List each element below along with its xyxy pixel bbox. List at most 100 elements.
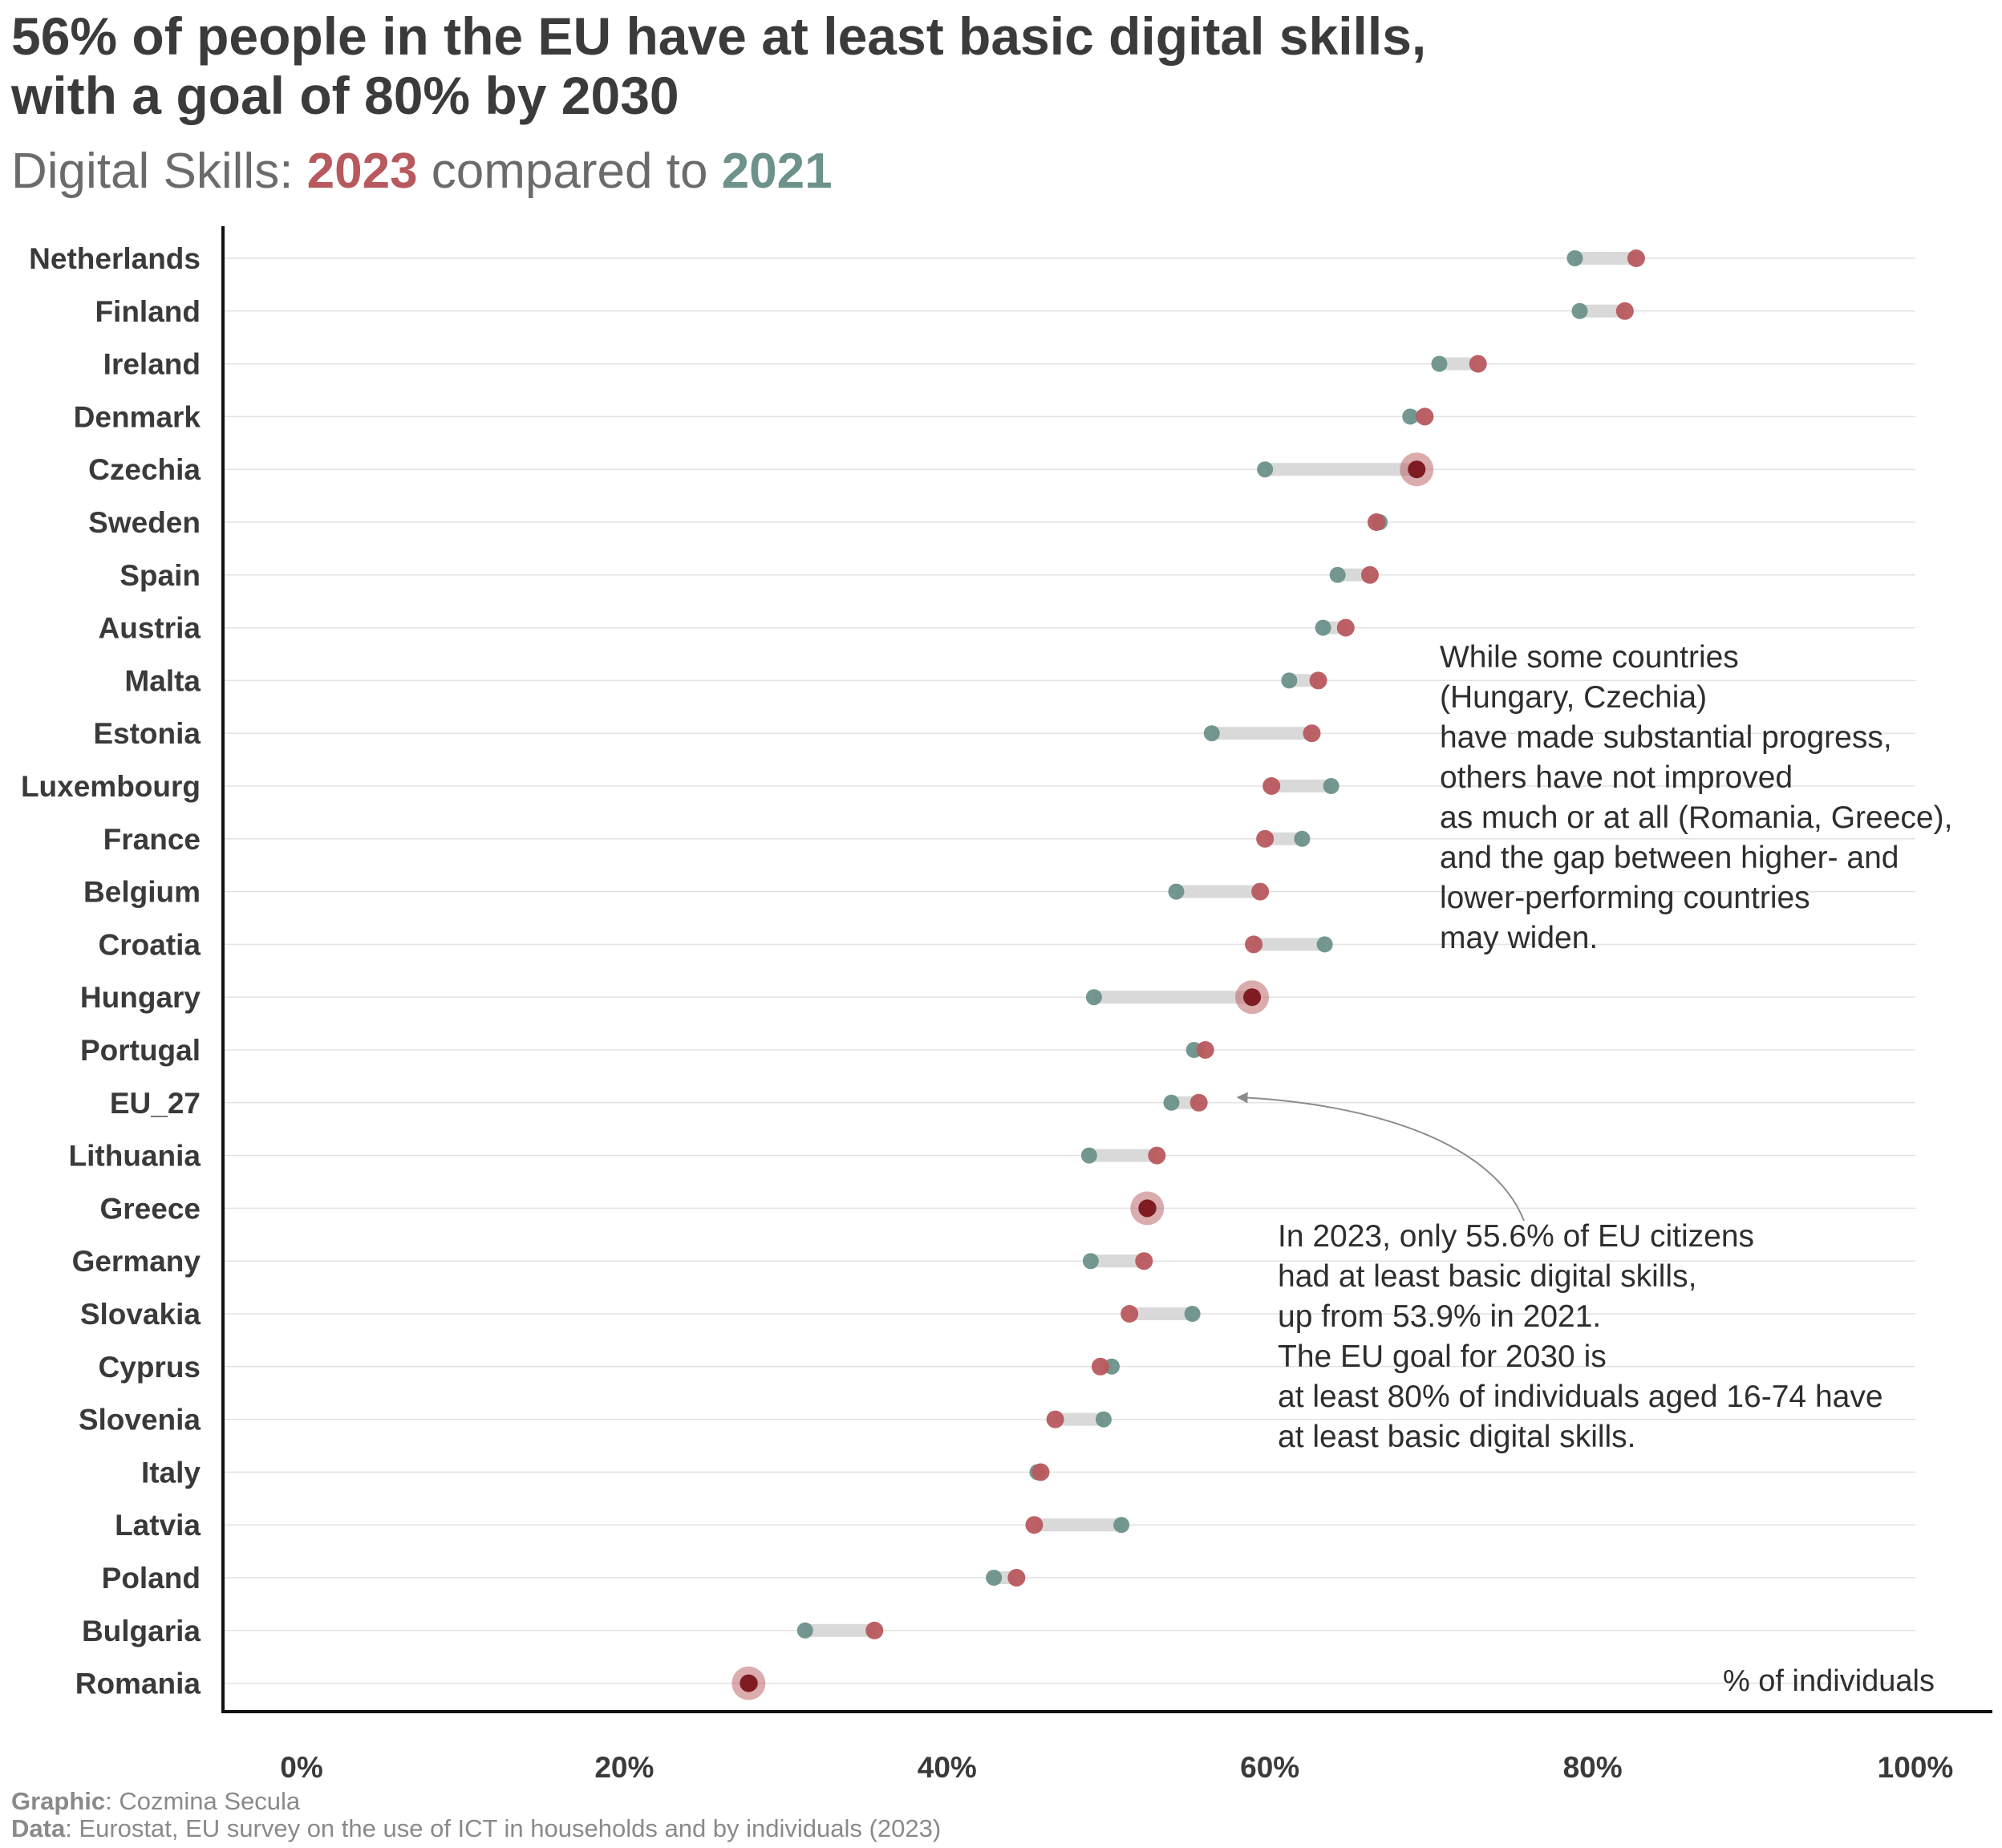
point-2023 xyxy=(1336,618,1355,637)
category-label: Netherlands xyxy=(29,242,201,275)
annotation-1-line: others have not improved xyxy=(1440,760,1793,795)
point-2023 xyxy=(1189,1093,1208,1112)
point-2023 xyxy=(1046,1410,1064,1429)
category-label: Slovenia xyxy=(79,1404,201,1437)
category-label: Cyprus xyxy=(99,1351,201,1384)
point-2021 xyxy=(1281,672,1298,689)
subtitle-year-2021: 2021 xyxy=(721,144,833,199)
annotation-1-line: have made substantial progress, xyxy=(1440,720,1892,755)
point-2021 xyxy=(1329,566,1346,583)
annotation-progress: While some countries (Hungary, Czechia) … xyxy=(1440,638,1952,958)
category-label: Denmark xyxy=(74,400,201,433)
point-2021 xyxy=(1566,250,1583,266)
point-2021 xyxy=(1095,1411,1112,1428)
annotation-2-line: up from 53.9% in 2021. xyxy=(1278,1299,1602,1334)
point-2023 xyxy=(1262,777,1281,795)
subtitle-middle: compared to xyxy=(417,144,722,199)
category-label: Slovakia xyxy=(80,1298,201,1331)
category-label: Ireland xyxy=(103,348,201,381)
x-tick-label: 0% xyxy=(280,1751,322,1784)
point-2021 xyxy=(986,1570,1003,1586)
category-label: Spain xyxy=(120,559,201,592)
annotation-1-line: lower-performing countries xyxy=(1440,881,1810,915)
point-2023 xyxy=(1135,1252,1153,1270)
subtitle-prefix: Digital Skills: xyxy=(11,144,307,199)
category-label: Finland xyxy=(95,295,201,328)
point-2023 xyxy=(1025,1516,1044,1534)
annotation-1-line: and the gap between higher- and xyxy=(1440,841,1899,875)
category-label: Romania xyxy=(75,1668,201,1700)
point-2021 xyxy=(1082,1253,1099,1270)
point-2023 xyxy=(865,1621,884,1639)
point-2023 xyxy=(1367,513,1385,531)
category-label: France xyxy=(103,823,201,856)
annotation-1-line: as much or at all (Romania, Greece), xyxy=(1440,800,1953,835)
subtitle-year-2023: 2023 xyxy=(306,144,418,199)
point-2021 xyxy=(1257,461,1274,478)
category-label: Austria xyxy=(99,612,201,645)
category-label: Poland xyxy=(102,1562,201,1595)
category-label: Croatia xyxy=(99,928,201,961)
point-2023 xyxy=(1303,724,1321,743)
category-label: Hungary xyxy=(80,981,201,1014)
category-label: Luxembourg xyxy=(21,770,201,803)
category-label: Belgium xyxy=(83,876,201,909)
point-2023 xyxy=(1121,1305,1139,1323)
point-2021 xyxy=(1113,1517,1130,1534)
point-2021 xyxy=(1294,830,1311,847)
point-2023-highlighted xyxy=(1138,1199,1157,1218)
point-2023-highlighted xyxy=(1243,988,1262,1007)
footer-graphic-value: : Cozmina Secula xyxy=(105,1787,301,1815)
point-2023-highlighted xyxy=(740,1674,758,1692)
x-tick-label: 40% xyxy=(918,1751,977,1784)
point-2021 xyxy=(796,1622,813,1639)
point-2023-highlighted xyxy=(1408,460,1426,479)
footer-graphic-label: Graphic xyxy=(11,1787,106,1815)
x-unit-label: % of individuals xyxy=(1723,1664,1935,1698)
point-2023 xyxy=(1196,1041,1214,1059)
category-label: Portugal xyxy=(80,1034,201,1067)
point-2023 xyxy=(1251,882,1270,901)
point-2021 xyxy=(1168,883,1185,900)
annotation-2-line: In 2023, only 55.6% of EU citizens xyxy=(1278,1219,1755,1254)
annotation-1-line: may widen. xyxy=(1440,921,1599,955)
point-2021 xyxy=(1571,302,1588,319)
category-label: Malta xyxy=(124,664,201,697)
point-2021 xyxy=(1085,989,1102,1006)
annotation-arrow xyxy=(1236,1092,1525,1222)
point-2021 xyxy=(1316,936,1333,953)
annotation-1-line: (Hungary, Czechia) xyxy=(1440,680,1708,715)
footer-data-source: Data: Eurostat, EU survey on the use of … xyxy=(11,1814,941,1843)
annotation-2-line: The EU goal for 2030 is xyxy=(1278,1339,1607,1374)
category-label: Bulgaria xyxy=(82,1615,201,1647)
point-2023 xyxy=(1627,249,1645,267)
point-2023 xyxy=(1615,302,1634,320)
category-label: Italy xyxy=(141,1456,201,1489)
annotation-2-line: at least 80% of individuals aged 16-74 h… xyxy=(1278,1380,1883,1414)
point-2023 xyxy=(1245,935,1263,954)
point-2023 xyxy=(1007,1569,1026,1587)
point-2021 xyxy=(1184,1306,1201,1322)
category-label: EU_27 xyxy=(110,1087,201,1120)
point-2021 xyxy=(1080,1147,1097,1164)
x-tick-label: 80% xyxy=(1563,1751,1623,1784)
footer-data-value: : Eurostat, EU survey on the use of ICT … xyxy=(65,1814,942,1842)
category-label: Germany xyxy=(72,1245,201,1278)
x-tick-label: 60% xyxy=(1240,1751,1299,1784)
title-line-1: 56% of people in the EU have at least ba… xyxy=(11,6,1427,66)
annotation-2-line: at least basic digital skills. xyxy=(1278,1420,1636,1454)
point-2023 xyxy=(1309,671,1327,690)
category-label: Sweden xyxy=(88,506,201,539)
point-2023 xyxy=(1031,1463,1050,1481)
point-2023 xyxy=(1416,407,1434,426)
point-2021 xyxy=(1323,778,1339,794)
title-line-2: with a goal of 80% by 2030 xyxy=(11,66,679,125)
chart-subtitle: Digital Skills: 2023 compared to 2021 xyxy=(11,141,833,202)
annotation-eu27: In 2023, only 55.6% of EU citizens had a… xyxy=(1278,1217,1883,1457)
category-label: Latvia xyxy=(115,1509,201,1542)
x-tick-label: 100% xyxy=(1878,1751,1954,1784)
point-2021 xyxy=(1203,725,1220,742)
point-2023 xyxy=(1256,829,1275,848)
point-2023 xyxy=(1469,355,1487,373)
point-2021 xyxy=(1315,619,1331,636)
